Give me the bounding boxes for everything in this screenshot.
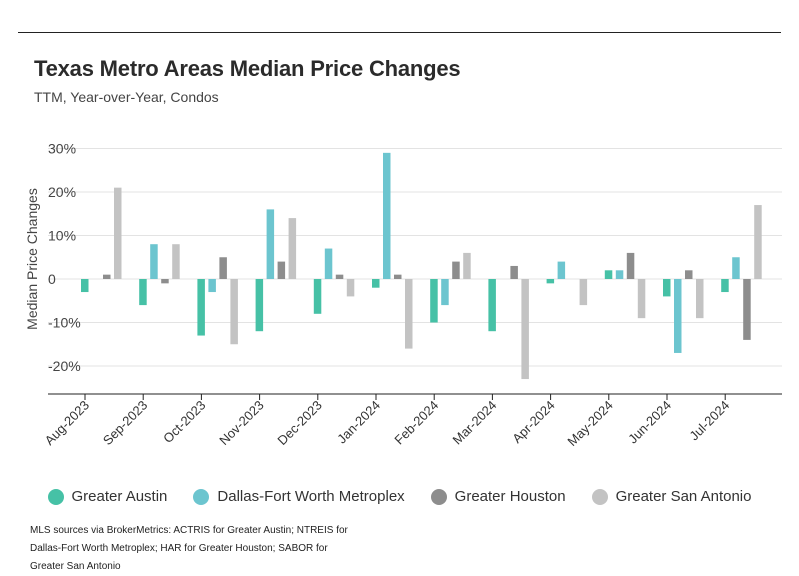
bar [81, 279, 89, 293]
x-tick-label: Aug-2023 [42, 398, 92, 448]
bar [372, 279, 380, 288]
y-tick-label: 0 [48, 271, 56, 287]
bar [441, 279, 449, 306]
bar [313, 279, 322, 314]
legend-label: Greater San Antonio [615, 488, 752, 505]
chart-frame [18, 32, 781, 565]
x-tick-label: May-2024 [564, 398, 615, 449]
y-axis-label: Median Price Changes [24, 188, 40, 330]
bar [288, 218, 297, 279]
bar [230, 279, 238, 345]
chart-title: Texas Metro Areas Median Price Changes [34, 56, 461, 81]
bar [510, 265, 518, 279]
bar [172, 244, 180, 279]
bar [754, 205, 762, 279]
legend-label: Greater Houston [454, 488, 566, 505]
bar [335, 274, 344, 279]
bar [604, 270, 613, 279]
bar [161, 279, 169, 284]
bar [266, 209, 275, 279]
legend-swatch [193, 488, 210, 505]
x-tick-label: Oct-2023 [160, 398, 208, 446]
y-tick-label: -20% [48, 358, 81, 374]
bar [346, 279, 355, 297]
x-tick-label: Jul-2024 [686, 398, 732, 444]
bar [463, 252, 471, 279]
x-tick-label: Mar-2024 [450, 398, 500, 448]
bar [197, 279, 205, 336]
y-tick-label: 30% [48, 141, 76, 157]
x-tick-label: Dec-2023 [274, 398, 324, 448]
x-tick-label: Nov-2023 [216, 398, 266, 448]
legend-label: Dallas-Fort Worth Metroplex [217, 488, 405, 505]
y-tick-label: 20% [48, 184, 76, 200]
bar [219, 257, 227, 279]
bar [324, 248, 333, 279]
bar [255, 279, 264, 332]
bar [488, 279, 496, 332]
bar [557, 261, 566, 279]
x-tick-label: Sep-2023 [100, 398, 150, 448]
bar [732, 257, 740, 279]
source-note: MLS sources via BrokerMetrics: ACTRIS fo… [30, 525, 348, 572]
bar [452, 261, 460, 279]
x-tick-label: Feb-2024 [391, 398, 441, 448]
bar [208, 279, 216, 293]
legend-item-greater-san-antonio[interactable]: Greater San Antonio [591, 488, 752, 505]
legend-item-greater-houston[interactable]: Greater Houston [430, 488, 566, 505]
bar [405, 279, 413, 349]
x-tick-label: Jan-2024 [334, 398, 383, 447]
legend: Greater Austin Dallas-Fort Worth Metropl… [0, 488, 799, 505]
bar [696, 279, 704, 319]
bar [103, 274, 111, 279]
y-tick-label: 10% [48, 228, 76, 244]
legend-swatch [430, 488, 447, 505]
bar [546, 279, 555, 284]
bar [579, 279, 588, 306]
bar [663, 279, 671, 297]
bar [615, 270, 624, 279]
chart-subtitle: TTM, Year-over-Year, Condos [34, 89, 219, 105]
bar [114, 187, 122, 279]
y-tick-label: -10% [48, 315, 81, 331]
legend-swatch [591, 488, 608, 505]
legend-swatch [47, 488, 64, 505]
bar [674, 279, 682, 353]
bar [394, 274, 402, 279]
bar [521, 279, 529, 380]
x-tick-label: Jun-2024 [625, 398, 674, 447]
bar [277, 261, 286, 279]
bar [637, 279, 646, 319]
bar [721, 279, 729, 293]
bar [383, 152, 391, 279]
bar [685, 270, 693, 279]
legend-item-dallas-fort-worth[interactable]: Dallas-Fort Worth Metroplex [193, 488, 405, 505]
bar [150, 244, 158, 279]
bar [430, 279, 438, 323]
x-tick-label: Apr-2024 [509, 398, 557, 446]
bar [626, 252, 635, 279]
legend-label: Greater Austin [71, 488, 168, 505]
bar [139, 279, 147, 306]
legend-item-greater-austin[interactable]: Greater Austin [47, 488, 168, 505]
bar [743, 279, 751, 340]
